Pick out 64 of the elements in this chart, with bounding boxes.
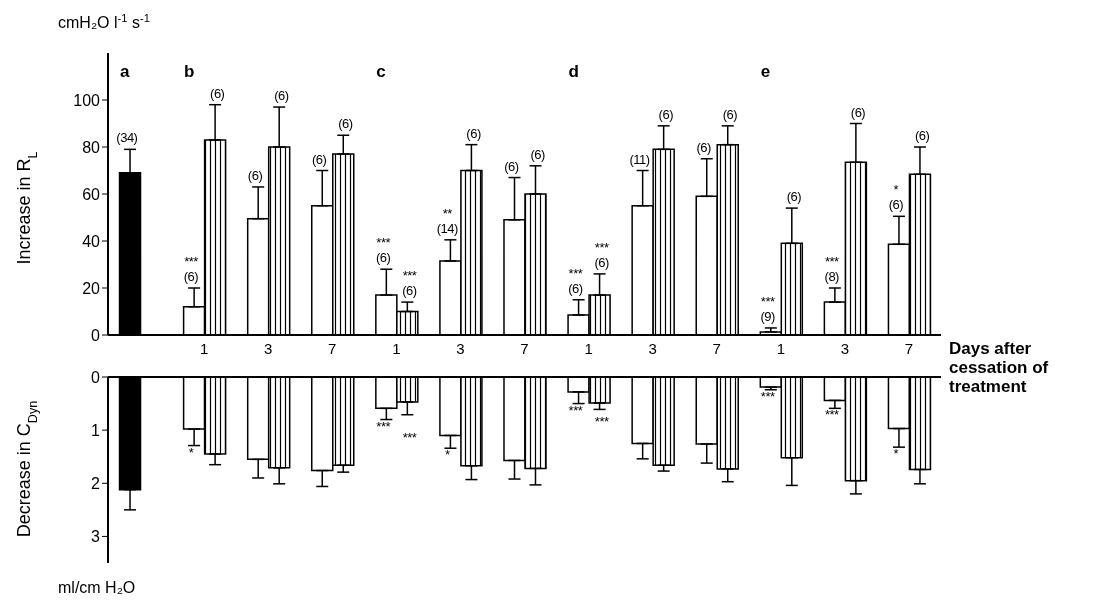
y-tick-label: 2: [91, 474, 101, 492]
x-tick-label: 3: [456, 339, 465, 357]
annotation: *: [893, 446, 899, 462]
annotation: (34): [116, 130, 138, 146]
annotation: ** (14): [436, 205, 459, 236]
annotation: (6): [786, 189, 802, 205]
y-tick-label: 60: [82, 185, 101, 203]
y-tick-label: 3: [91, 528, 101, 546]
y-tick-label: 1: [91, 421, 101, 439]
annotation: c: [376, 62, 386, 81]
annotation: ***: [568, 402, 583, 418]
annotation: *: [445, 447, 451, 463]
y-tick-label: 80: [82, 138, 101, 156]
x-tick-label: 7: [328, 339, 337, 357]
annotation: *** (6): [376, 235, 391, 266]
annotation: (6): [338, 116, 353, 132]
annotation: (6): [914, 128, 930, 143]
x-axis-title: Days after cessation of treatment: [949, 339, 1050, 396]
x-tick-label: 7: [904, 339, 914, 357]
annotation: (6): [722, 106, 738, 122]
x-tick-label: 3: [648, 339, 657, 357]
x-tick-label: 3: [840, 339, 850, 357]
annotation: e: [760, 62, 771, 81]
annotation: *** (8): [824, 254, 840, 284]
x-tick-label: 1: [776, 339, 785, 357]
y-tick-label: 20: [82, 279, 101, 297]
annotation: (6): [466, 125, 481, 141]
annotation: *** (6): [183, 254, 199, 284]
annotation: (6): [530, 146, 545, 162]
annotation: ***: [824, 407, 840, 423]
annotation: (6): [658, 106, 674, 122]
annotation: *** (9): [760, 293, 776, 324]
annotation: *** (6): [594, 239, 610, 270]
annotation: d: [568, 62, 579, 81]
annotation: ***: [594, 413, 609, 429]
x-tick-label: 1: [199, 339, 209, 357]
annotation: b: [184, 62, 195, 81]
annotation: *: [188, 444, 194, 460]
y-tick-label: 40: [82, 232, 101, 250]
annotation: *** (6): [568, 265, 583, 296]
annotation: * (6): [888, 182, 904, 213]
annotation: (6): [850, 104, 866, 120]
y-tick-label: 0: [91, 326, 101, 344]
annotation: ***: [402, 429, 417, 445]
annotation: (6): [210, 85, 225, 101]
text: ml/cm H₂O: [58, 579, 136, 596]
annotation: *** (6): [402, 268, 417, 299]
annotation: ***: [376, 418, 391, 434]
y-tick-label: 100: [73, 91, 101, 109]
annotation: (6): [247, 167, 263, 183]
annotation: (6): [274, 88, 289, 104]
annotation: ***: [760, 388, 775, 404]
annotation: (11): [629, 151, 650, 167]
annotation: a: [120, 62, 130, 81]
x-tick-label: 7: [712, 339, 721, 357]
annotation: (6): [504, 158, 519, 174]
x-tick-label: 7: [520, 339, 529, 357]
x-tick-label: 1: [392, 339, 401, 357]
annotation: (6): [696, 139, 711, 155]
x-tick-label: 1: [584, 339, 593, 357]
annotation: (6): [311, 151, 327, 167]
y-tick-label: 0: [91, 368, 101, 386]
x-tick-label: 3: [264, 339, 273, 357]
text: cmH₂O l$^{-1}$ s$^{-1}$: [58, 12, 150, 31]
